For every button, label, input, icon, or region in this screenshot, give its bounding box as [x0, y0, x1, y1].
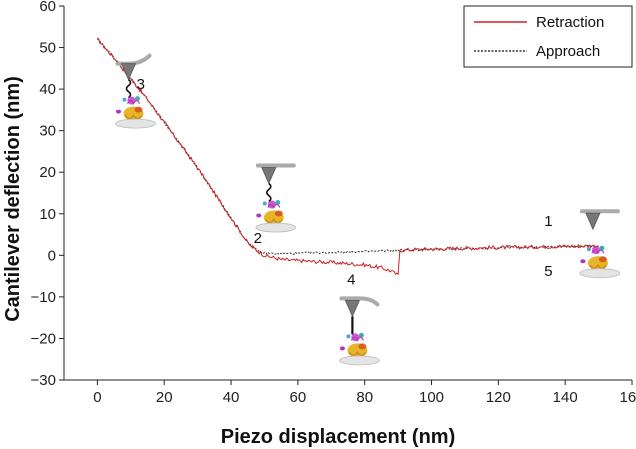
- x-tick-label: 120: [486, 389, 511, 406]
- y-tick-label: −20: [31, 330, 56, 347]
- x-tick-label: 160: [619, 389, 636, 406]
- y-tick-label: 60: [39, 0, 56, 15]
- afm-tip-probing-protein-icon: [338, 296, 380, 366]
- y-tick-label: 0: [48, 247, 56, 264]
- y-tick-label: 50: [39, 40, 56, 57]
- x-tick-label: 140: [553, 389, 578, 406]
- series-line-approach: [97, 38, 599, 256]
- y-tick-label: 10: [39, 206, 56, 223]
- step-label-4: 4: [347, 271, 355, 288]
- series-line-retraction: [97, 37, 599, 276]
- x-axis-title: Piezo displacement (nm): [221, 426, 456, 448]
- y-tick-label: 40: [39, 81, 56, 98]
- y-tick-label: 30: [39, 123, 56, 140]
- x-tick-label: 60: [290, 389, 307, 406]
- y-tick-label: 20: [39, 164, 56, 181]
- y-tick-label: −10: [31, 289, 56, 306]
- axes: 0204060801001201401606050403020100−10−20…: [31, 0, 636, 406]
- x-tick-label: 100: [419, 389, 444, 406]
- legend: Retraction Approach: [463, 5, 633, 68]
- step-label-3: 3: [137, 76, 145, 93]
- x-tick-label: 80: [356, 389, 373, 406]
- x-tick-label: 40: [223, 389, 240, 406]
- y-axis-title: Cantilever deflection (nm): [2, 76, 24, 322]
- y-tick-label: −30: [31, 372, 56, 389]
- annotations: 1 2 3 4 5: [137, 76, 553, 288]
- step-label-1: 1: [544, 213, 552, 230]
- legend-label-approach: Approach: [536, 43, 600, 60]
- legend-box: [463, 5, 633, 68]
- x-tick-label: 0: [93, 389, 101, 406]
- step-label-2: 2: [254, 230, 262, 247]
- illustrations: [115, 53, 621, 366]
- series-layer: [97, 37, 599, 276]
- afm-tip-probing-protein-icon: [579, 209, 621, 279]
- x-tick-label: 20: [156, 389, 173, 406]
- afm-tip-probing-protein-icon: [115, 53, 156, 129]
- legend-label-retraction: Retraction: [536, 14, 604, 31]
- step-label-5: 5: [544, 263, 552, 280]
- afm-tip-probing-protein-icon: [255, 163, 297, 233]
